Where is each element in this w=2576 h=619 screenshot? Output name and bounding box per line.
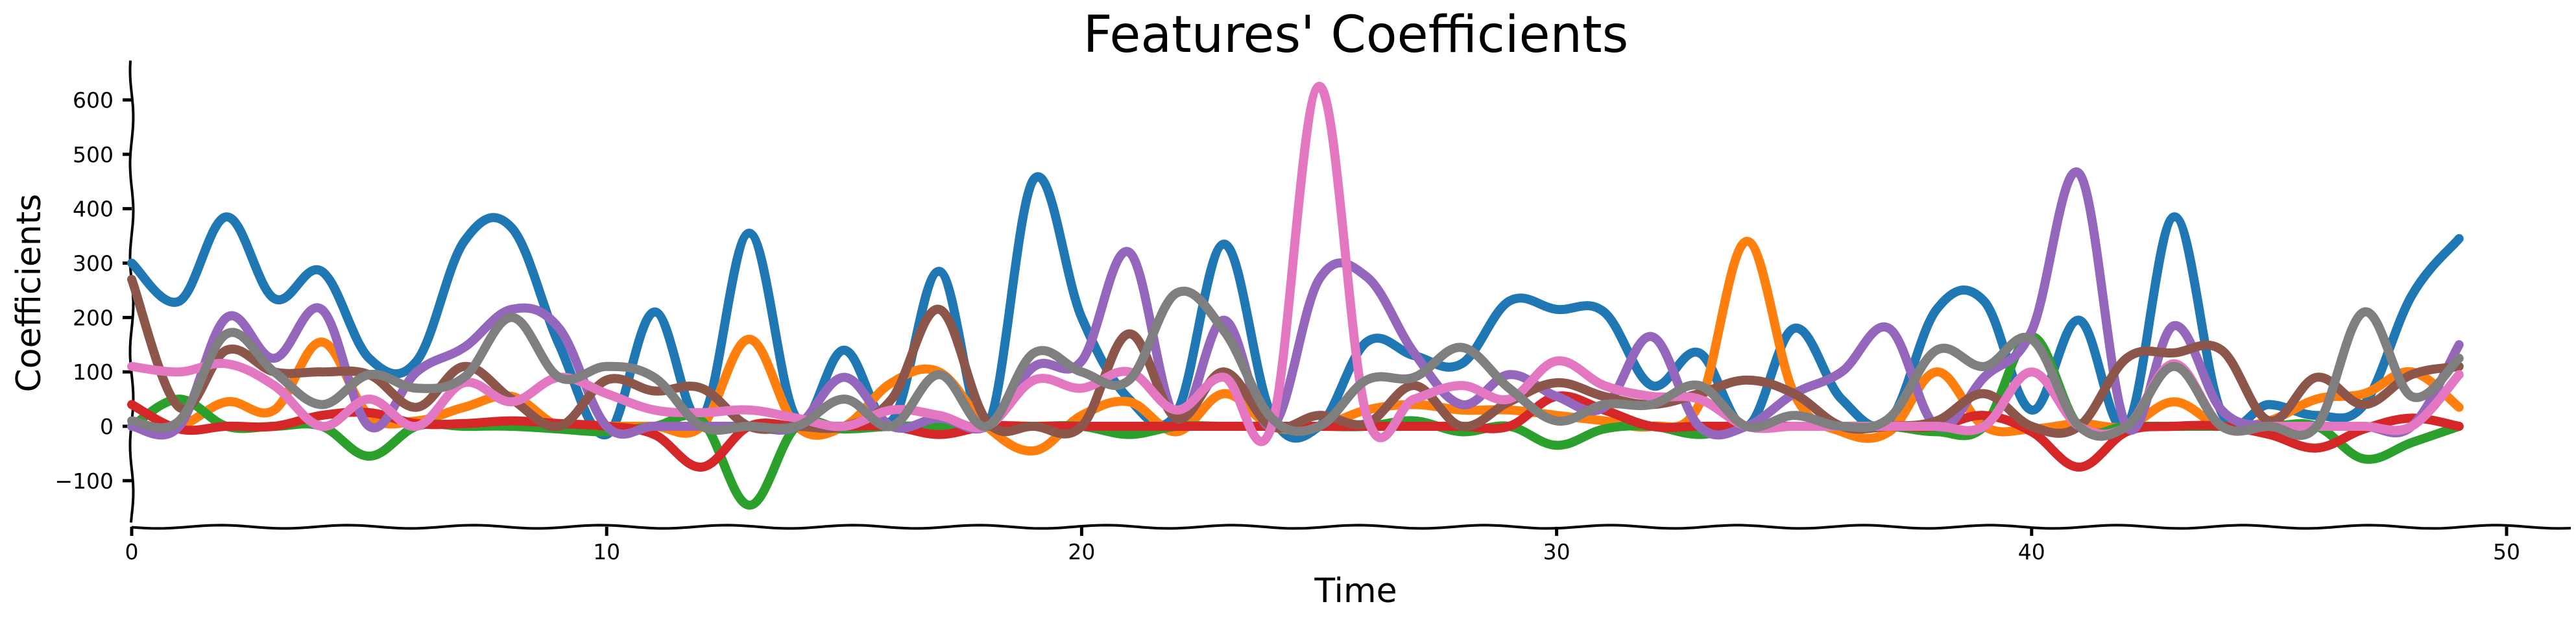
y-tick-label: 200 (73, 305, 114, 330)
y-tick-label: 300 (73, 251, 114, 276)
series-group (127, 82, 2464, 510)
x-axis-line (130, 524, 2571, 530)
y-tick-label: 500 (73, 142, 114, 167)
chart-title: Features' Coefficients (1083, 6, 1628, 64)
x-tick-label: 40 (2018, 539, 2045, 564)
x-tick-label: 30 (1543, 539, 1571, 564)
y-tick-label: 0 (100, 414, 114, 439)
x-tick-label: 10 (593, 539, 620, 564)
y-tick-label: 100 (73, 359, 114, 385)
y-tick-label: 400 (73, 197, 114, 222)
x-axis-label: Time (1314, 572, 1397, 611)
y-tick-label: 600 (73, 88, 114, 113)
series-line-8 (127, 286, 2464, 441)
x-tick-label: 50 (2493, 539, 2520, 564)
series-line-5 (127, 167, 2464, 440)
y-tick-label: −100 (54, 468, 114, 494)
y-axis-label: Coefficients (10, 194, 49, 393)
x-tick-label: 0 (125, 539, 139, 564)
axes: −100 0 100 200 300 400 500 600 0 10 20 30 40 50 (54, 60, 2571, 564)
x-tick-label: 20 (1068, 539, 1095, 564)
